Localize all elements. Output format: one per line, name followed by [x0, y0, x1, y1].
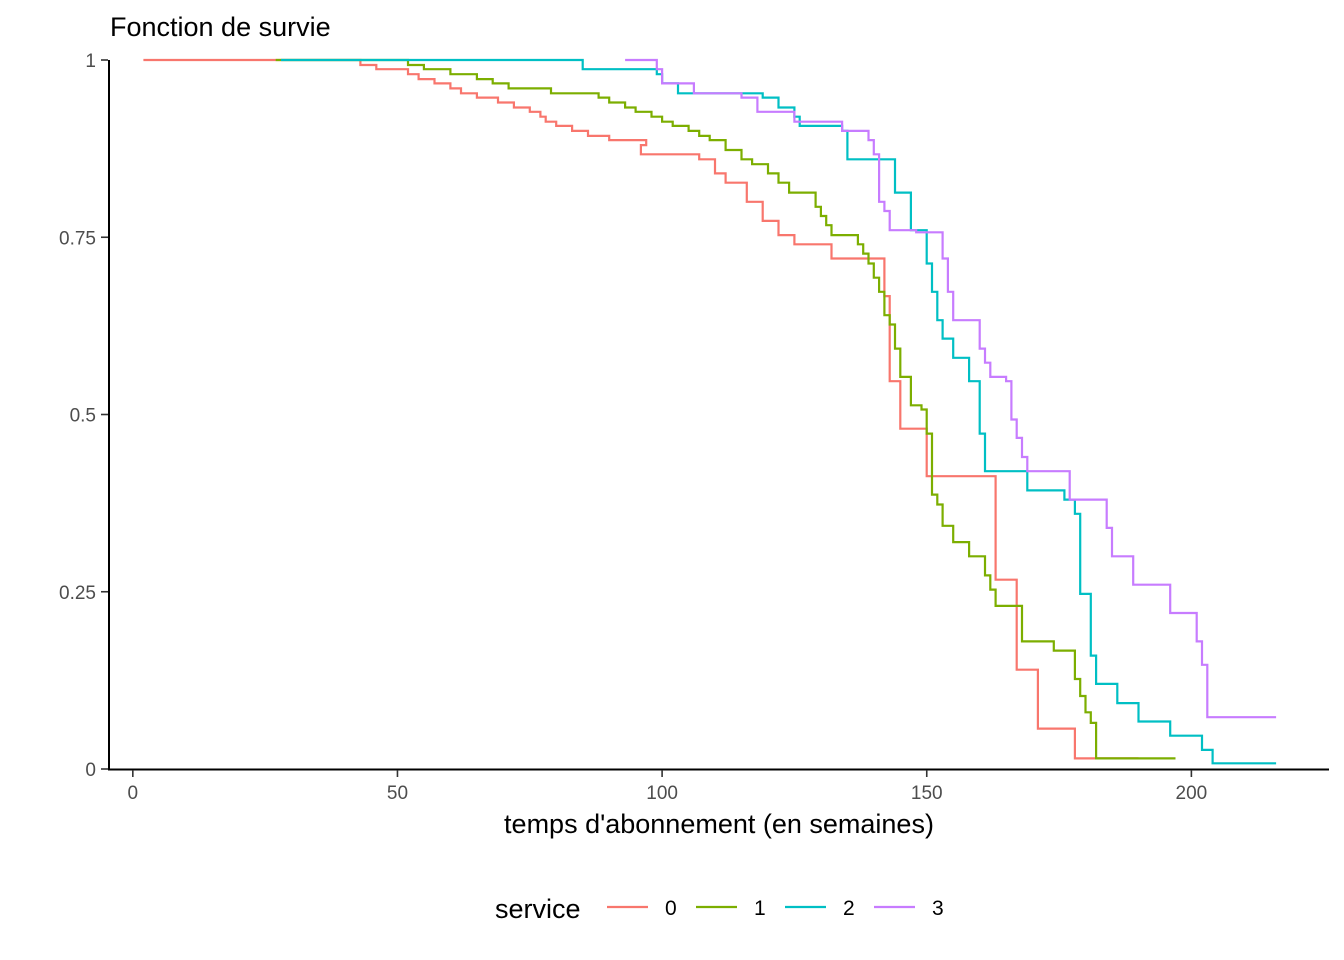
legend: service 0 1 2 3 — [495, 894, 944, 924]
legend-label-0: 0 — [665, 897, 677, 920]
y-tick-label: 0.5 — [70, 406, 96, 427]
series-group — [143, 58, 1277, 765]
y-tick-label: 1 — [85, 51, 96, 72]
y-axis-ticks: 0 0.25 0.5 0.75 1 — [59, 51, 108, 781]
series-line-3 — [625, 58, 1277, 719]
legend-items: 0 1 2 3 — [607, 897, 944, 920]
y-tick-label: 0.75 — [59, 228, 96, 249]
chart-title: Fonction de survie — [110, 12, 331, 42]
x-tick-label: 0 — [128, 783, 139, 804]
x-tick-label: 200 — [1176, 783, 1208, 804]
y-tick-label: 0 — [85, 760, 96, 781]
series-line-1 — [275, 58, 1176, 760]
legend-label-3: 3 — [932, 897, 944, 920]
x-tick-label: 150 — [911, 783, 943, 804]
series-line-0 — [143, 58, 1139, 760]
x-axis-title: temps d'abonnement (en semaines) — [504, 809, 934, 839]
series-line-2 — [281, 58, 1277, 765]
x-tick-label: 50 — [387, 783, 408, 804]
legend-title: service — [495, 894, 581, 924]
legend-label-2: 2 — [843, 897, 855, 920]
legend-label-1: 1 — [754, 897, 766, 920]
y-tick-label: 0.25 — [59, 583, 96, 604]
x-axis-ticks: 0 50 100 150 200 — [128, 770, 1208, 804]
x-tick-label: 100 — [646, 783, 678, 804]
